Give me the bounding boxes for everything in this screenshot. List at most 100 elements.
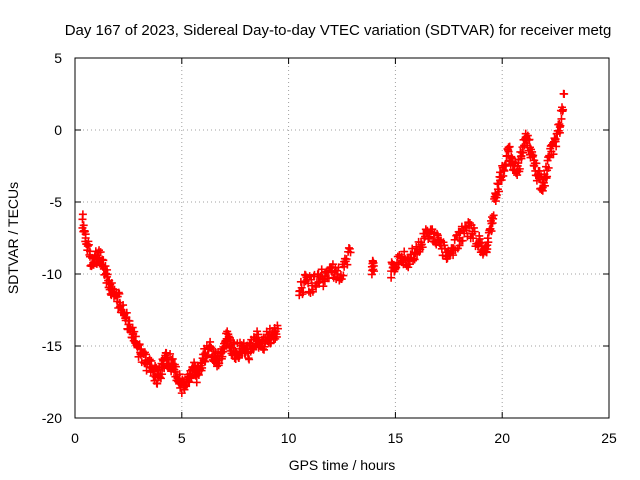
data-point [397, 252, 406, 261]
data-point [436, 241, 445, 250]
data-point [209, 353, 218, 362]
x-tick-label: 25 [601, 430, 617, 446]
y-tick-label: -15 [42, 338, 62, 354]
data-point [521, 133, 530, 142]
data-point [235, 344, 244, 353]
data-point [508, 157, 517, 166]
x-tick-label: 15 [388, 430, 404, 446]
data-point-fill [145, 355, 154, 364]
data-point [171, 367, 180, 376]
data-point [115, 298, 124, 307]
data-point-fill [400, 247, 409, 256]
data-point [530, 162, 539, 170]
data-point [327, 267, 336, 276]
data-point [269, 334, 278, 343]
data-point [265, 330, 274, 339]
data-point-fill [505, 142, 514, 151]
data-point-fill [503, 151, 512, 160]
data-point [141, 356, 150, 365]
data-point [370, 267, 379, 276]
data-point [367, 262, 376, 271]
data-point-fill [455, 241, 464, 250]
y-tick-label: 0 [54, 122, 62, 138]
x-tick-label: 20 [494, 430, 510, 446]
data-point [201, 349, 210, 358]
data-point-fill [461, 222, 470, 231]
data-point [145, 363, 154, 372]
data-point [534, 172, 543, 181]
data-point [560, 90, 569, 98]
data-point-fill [469, 223, 478, 232]
data-point [308, 281, 317, 290]
data-point [98, 262, 107, 271]
data-point [417, 238, 426, 247]
data-point-fill [535, 166, 544, 175]
y-tick-label: -20 [42, 410, 62, 426]
data-point [244, 349, 253, 358]
data-point [547, 147, 556, 156]
data-point [455, 234, 464, 242]
data-point-fill [185, 378, 194, 387]
data-point [442, 248, 451, 257]
data-point [517, 151, 526, 160]
data-point-fill [449, 251, 458, 260]
data-point [273, 324, 282, 333]
data-point [111, 291, 120, 300]
data-point [214, 356, 223, 365]
data-point-fill [433, 229, 442, 238]
data-point-fill [151, 362, 160, 371]
data-point [162, 353, 171, 362]
data-point [410, 248, 419, 257]
data-point [179, 383, 188, 392]
data-point [256, 342, 265, 350]
data-point-fill [319, 282, 328, 291]
data-point [295, 287, 304, 296]
data-point-fill [342, 255, 351, 264]
data-point-fill [450, 235, 459, 244]
data-point [500, 162, 509, 170]
data-point-fill [315, 278, 324, 287]
data-point [85, 252, 94, 261]
data-point-fill [106, 280, 115, 289]
data-point [167, 359, 176, 368]
data-point [346, 248, 355, 257]
data-point [487, 219, 496, 228]
data-point-fill [309, 272, 318, 281]
data-point [222, 334, 231, 343]
data-point [340, 262, 349, 271]
y-tick-label: 5 [54, 50, 62, 66]
data-point [301, 277, 310, 286]
chart-title: Day 167 of 2023, Sidereal Day-to-day VTE… [65, 22, 612, 39]
data-point [239, 339, 248, 348]
ticks [74, 57, 610, 419]
data-point-fill [115, 289, 124, 298]
x-tick-label: 5 [178, 430, 186, 446]
data-point [94, 248, 103, 257]
data-point [543, 166, 552, 175]
data-point [449, 244, 458, 253]
data-point [197, 359, 206, 368]
data-point [387, 267, 396, 276]
data-point [231, 349, 240, 358]
data-point [525, 143, 534, 152]
data-point [478, 248, 487, 257]
x-axis-label: GPS time / hours [289, 457, 396, 473]
data-point-fill [557, 114, 566, 123]
data-points [78, 89, 569, 398]
data-point [314, 270, 323, 278]
data-point-fill [469, 234, 478, 243]
data-point-fill [153, 379, 162, 388]
data-point-fill [559, 105, 568, 114]
data-point [461, 223, 470, 232]
data-point-fill [409, 254, 418, 263]
data-point-fill [487, 227, 496, 236]
data-point-fill [494, 180, 503, 189]
data-point [513, 166, 522, 175]
data-point [188, 363, 197, 372]
data-point [423, 226, 432, 235]
data-point [538, 183, 547, 192]
data-point [175, 378, 184, 386]
y-tick-labels: 5 0 -5 -10 -15 -20 [42, 50, 62, 426]
x-tick-label: 0 [71, 430, 79, 446]
data-point-fill [84, 240, 93, 249]
